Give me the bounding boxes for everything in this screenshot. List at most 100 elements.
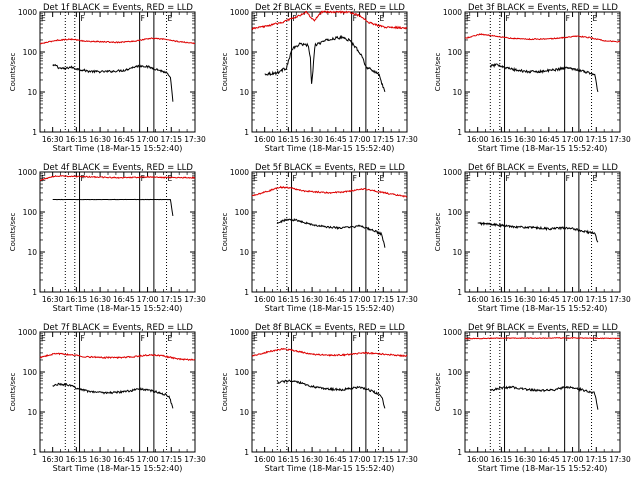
x-tick-label: 17:00 xyxy=(137,455,159,464)
x-tick-label: 16:15 xyxy=(278,295,300,304)
interval-marker-letter: F xyxy=(141,334,145,343)
series-events-line xyxy=(52,382,174,409)
y-axis-label: Counts/sec xyxy=(434,373,442,412)
y-tick-label: 1 xyxy=(32,448,37,457)
y-tick-label: 1 xyxy=(32,128,37,137)
y-axis-label: Counts/sec xyxy=(221,373,229,412)
x-tick-label: 16:30 xyxy=(42,135,64,144)
y-tick-label: 1000 xyxy=(18,168,37,177)
y-tick-label: 100 xyxy=(448,368,463,377)
x-tick-label: 16:15 xyxy=(491,295,513,304)
y-tick-label: 100 xyxy=(23,208,38,217)
x-tick-label: 16:15 xyxy=(66,295,88,304)
x-tick-label: 17:15 xyxy=(372,135,394,144)
interval-marker-letter: E xyxy=(466,174,471,183)
interval-marker-letter: E xyxy=(168,14,173,23)
x-tick-label: 16:45 xyxy=(538,455,560,464)
panel-det-3f: 1000 100 10 1 16:00 16:15 16:30 16:45 17:00 17:15… xyxy=(434,3,631,153)
y-tick-label: 100 xyxy=(23,368,38,377)
x-tick-label: 16:30 xyxy=(301,295,323,304)
y-tick-label: 10 xyxy=(27,88,37,97)
interval-marker-letter: F xyxy=(293,334,297,343)
series-events-line xyxy=(264,34,386,93)
interval-marker-letter: F xyxy=(81,14,85,23)
x-axis-label: Start Time (18-Mar-15 15:52:40) xyxy=(53,304,183,313)
x-tick-label: 16:45 xyxy=(325,135,347,144)
y-tick-label: 100 xyxy=(235,208,250,217)
series-lld-line xyxy=(39,352,196,361)
panel-title: Det 8f BLACK = Events, RED = LLD xyxy=(255,323,405,333)
x-tick-label: 16:15 xyxy=(491,455,513,464)
x-tick-label: 16:15 xyxy=(66,455,88,464)
x-tick-label: 16:30 xyxy=(514,455,536,464)
x-tick-label: 17:00 xyxy=(349,135,371,144)
interval-marker-letter: E xyxy=(41,14,46,23)
y-tick-label: 10 xyxy=(452,408,462,417)
x-tick-label: 17:15 xyxy=(585,295,607,304)
x-tick-label: 16:45 xyxy=(325,455,347,464)
interval-marker-letter: E xyxy=(253,174,258,183)
x-axis-label: Start Time (18-Mar-15 15:52:40) xyxy=(53,464,183,473)
y-axis-label: Counts/sec xyxy=(9,373,17,412)
interval-marker-letter: E xyxy=(593,14,598,23)
x-tick-label: 16:00 xyxy=(467,455,489,464)
x-tick-label: 17:15 xyxy=(160,455,182,464)
x-tick-label: 17:30 xyxy=(184,135,206,144)
x-tick-label: 16:15 xyxy=(278,455,300,464)
x-tick-label: 17:00 xyxy=(137,135,159,144)
interval-marker-letter: E xyxy=(380,174,385,183)
series-lld-line xyxy=(39,37,196,45)
x-tick-label: 17:00 xyxy=(562,135,584,144)
x-tick-label: 17:15 xyxy=(585,135,607,144)
y-tick-label: 1000 xyxy=(443,168,462,177)
interval-marker-letter: E xyxy=(466,14,471,23)
y-tick-label: 1 xyxy=(244,128,249,137)
x-tick-label: 17:30 xyxy=(396,455,418,464)
x-tick-label: 17:15 xyxy=(160,135,182,144)
interval-marker-letter: E xyxy=(168,334,173,343)
x-tick-label: 16:30 xyxy=(514,295,536,304)
y-tick-label: 1 xyxy=(457,128,462,137)
panel-det-8f: 1000 100 10 1 16:00 16:15 16:30 16:45 17:00 17:15… xyxy=(221,323,418,473)
y-tick-label: 10 xyxy=(239,408,249,417)
x-tick-label: 17:00 xyxy=(349,295,371,304)
series-lld-line xyxy=(251,347,408,358)
panel-title: Det 6f BLACK = Events, RED = LLD xyxy=(468,163,618,173)
x-tick-label: 16:15 xyxy=(491,135,513,144)
y-tick-label: 1000 xyxy=(230,8,249,17)
x-axis-label: Start Time (18-Mar-15 15:52:40) xyxy=(478,464,608,473)
x-tick-label: 16:45 xyxy=(538,135,560,144)
y-tick-label: 100 xyxy=(23,48,38,57)
series-lld-line xyxy=(464,337,621,340)
x-tick-label: 17:00 xyxy=(349,455,371,464)
x-axis-label: Start Time (18-Mar-15 15:52:40) xyxy=(53,144,183,153)
x-axis-label: Start Time (18-Mar-15 15:52:40) xyxy=(265,464,395,473)
interval-marker-letter: F xyxy=(141,174,145,183)
y-tick-label: 1 xyxy=(457,448,462,457)
x-tick-label: 16:30 xyxy=(42,455,64,464)
interval-marker-letter: F xyxy=(353,14,357,23)
x-axis-label: Start Time (18-Mar-15 15:52:40) xyxy=(478,144,608,153)
y-axis-label: Counts/sec xyxy=(221,213,229,252)
interval-marker-letter: F xyxy=(293,14,297,23)
x-tick-label: 16:00 xyxy=(254,295,276,304)
y-tick-label: 1 xyxy=(32,288,37,297)
plot-frame xyxy=(464,331,621,453)
panel-det-5f: 1000 100 10 1 16:00 16:15 16:30 16:45 17:00 17:15… xyxy=(221,163,418,313)
panel-title: Det 1f BLACK = Events, RED = LLD xyxy=(43,3,193,13)
x-tick-label: 17:00 xyxy=(562,455,584,464)
plot-frame xyxy=(251,171,408,293)
panel-title: Det 7f BLACK = Events, RED = LLD xyxy=(43,323,193,333)
x-tick-label: 17:15 xyxy=(372,295,394,304)
interval-marker-letter: F xyxy=(141,14,145,23)
interval-marker-letter: F xyxy=(353,174,357,183)
y-tick-label: 10 xyxy=(27,408,37,417)
x-tick-label: 17:30 xyxy=(184,295,206,304)
series-events-line xyxy=(52,198,174,216)
x-tick-label: 17:15 xyxy=(372,455,394,464)
interval-marker-letter: E xyxy=(593,174,598,183)
interval-marker-letter: F xyxy=(566,14,570,23)
x-tick-label: 16:45 xyxy=(113,455,135,464)
